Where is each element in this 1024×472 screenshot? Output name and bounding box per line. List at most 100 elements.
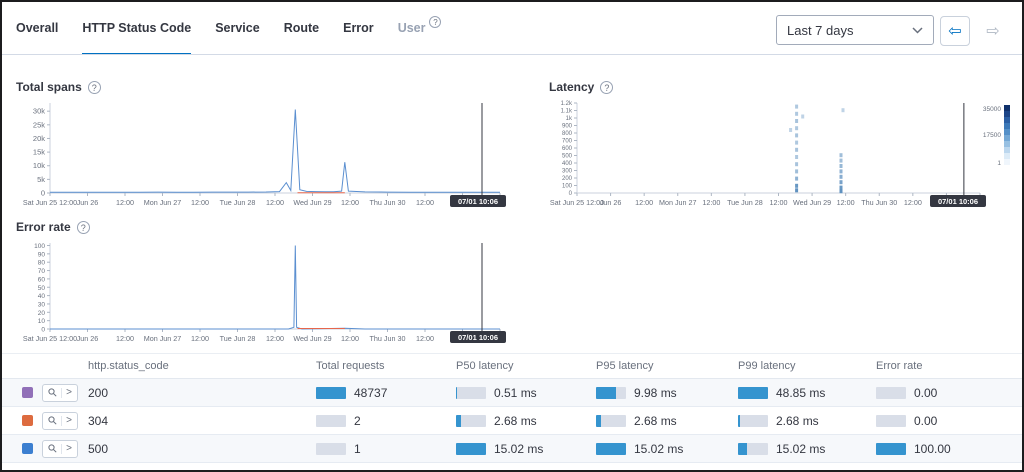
metric-bar-track (876, 414, 906, 427)
svg-text:700: 700 (562, 139, 573, 145)
svg-text:12:00: 12:00 (341, 198, 359, 207)
svg-text:Thu Jun 30: Thu Jun 30 (861, 198, 897, 207)
svg-text:600: 600 (562, 146, 573, 152)
tab-http-status-code[interactable]: HTTP Status Code (82, 2, 192, 55)
svg-text:500: 500 (562, 154, 573, 160)
svg-text:800: 800 (562, 131, 573, 137)
chart-title-row: Error rate? (16, 220, 512, 234)
tab-user[interactable]: User? (398, 2, 442, 55)
svg-text:20k: 20k (33, 134, 45, 143)
magnifier-icon (48, 388, 57, 397)
chart-title: Latency (549, 80, 595, 94)
svg-text:60: 60 (38, 276, 46, 283)
help-icon[interactable]: ? (87, 80, 101, 94)
column-header[interactable]: Error rate (876, 360, 923, 372)
metric-bar-track (596, 386, 626, 399)
arrow-left-icon: ⇦ (948, 23, 962, 40)
filter-button[interactable]: > (42, 383, 78, 402)
column-header[interactable]: P95 latency (596, 360, 654, 372)
column-header[interactable]: Total requests (316, 360, 385, 372)
time-range-value: Last 7 days (787, 22, 854, 38)
chart-title: Total spans (16, 80, 82, 94)
tab-label: Overall (16, 20, 59, 35)
filter-button[interactable]: > (42, 411, 78, 430)
chart-latency: Latency? 1.2k 1.1k 1k 900 800 700 600 500 400 300 2… (549, 80, 1014, 215)
column-header[interactable]: P99 latency (738, 360, 796, 372)
metric-value: 48.85 ms (776, 385, 826, 400)
status-code-cell: 500 (88, 441, 109, 456)
swatch-cell (14, 415, 42, 426)
column-header[interactable]: http.status_code (88, 360, 169, 372)
svg-text:Thu Jun 30: Thu Jun 30 (370, 198, 406, 207)
svg-text:Mon Jun 27: Mon Jun 27 (659, 198, 697, 207)
time-forward-button[interactable]: ⇨ (978, 16, 1008, 46)
tab-label: Service (215, 20, 260, 35)
svg-text:25k: 25k (33, 120, 45, 129)
metric-value: 2.68 ms (634, 413, 677, 428)
svg-text:0: 0 (41, 189, 45, 198)
help-icon[interactable]: ? (600, 80, 614, 94)
chevron-down-icon (912, 26, 923, 34)
svg-text:Tue Jun 28: Tue Jun 28 (220, 198, 256, 207)
help-icon[interactable]: ? (76, 220, 90, 234)
magnifier-icon (48, 444, 57, 453)
metric-cell-error_rate: 0.00 (876, 414, 1022, 428)
svg-text:Jun 26: Jun 26 (600, 198, 622, 207)
svg-text:12:00: 12:00 (266, 198, 284, 207)
metric-bar-track (876, 386, 906, 399)
metric-value: 48737 (354, 385, 388, 400)
metric-cell-total_requests: 2 (316, 414, 456, 428)
time-back-button[interactable]: ⇦ (940, 16, 970, 46)
svg-text:0: 0 (569, 191, 573, 197)
svg-text:12:00: 12:00 (635, 198, 653, 207)
svg-text:12:00: 12:00 (904, 198, 922, 207)
metric-cell-p50: 2.68 ms (456, 414, 596, 428)
tab-error[interactable]: Error (343, 2, 374, 55)
svg-text:1.1k: 1.1k (561, 109, 573, 115)
magnifier-icon (48, 416, 57, 425)
svg-text:300: 300 (562, 169, 573, 175)
metric-cell-p95: 2.68 ms (596, 414, 738, 428)
metric-bar-fill (738, 442, 747, 455)
metric-cell-p50: 15.02 ms (456, 442, 596, 456)
tab-overall[interactable]: Overall (16, 2, 58, 55)
metric-value: 0.00 (914, 385, 938, 400)
series-color-swatch (22, 443, 33, 454)
column-header[interactable]: P50 latency (456, 360, 514, 372)
metric-bar-track (316, 414, 346, 427)
series-200 (49, 109, 500, 193)
metric-cell-p95: 15.02 ms (596, 442, 738, 456)
svg-text:12:00: 12:00 (702, 198, 720, 207)
metric-bar-track (456, 414, 486, 427)
metric-bar-fill (456, 386, 457, 399)
metric-value: 0.00 (914, 413, 938, 428)
metric-cell-p99: 15.02 ms (738, 442, 876, 456)
tab-route[interactable]: Route (284, 2, 319, 55)
svg-text:Tue Jun 28: Tue Jun 28 (727, 198, 763, 207)
svg-text:10: 10 (38, 318, 46, 325)
series-color-swatch (22, 387, 33, 398)
table-header: http.status_code Total requests P50 latenc… (2, 353, 1022, 379)
tab-service[interactable]: Service (215, 2, 259, 55)
filter-separator (61, 387, 63, 398)
help-icon[interactable]: ? (429, 15, 442, 28)
svg-text:100: 100 (34, 243, 45, 250)
metric-cell-p95: 9.98 ms (596, 386, 738, 400)
metric-cell-p50: 0.51 ms (456, 386, 596, 400)
svg-text:Wed Jun 29: Wed Jun 29 (293, 198, 331, 207)
time-range-picker[interactable]: Last 7 days (776, 15, 934, 45)
time-nav-buttons: ⇦ ⇨ (940, 16, 1008, 46)
table-row: >304 2 2.68 ms 2.68 ms 2.68 ms 0.00 (2, 407, 1022, 435)
svg-text:Thu Jun 30: Thu Jun 30 (370, 334, 406, 343)
svg-text:100: 100 (562, 184, 573, 190)
chart-title: Error rate (16, 220, 71, 234)
svg-text:90: 90 (38, 251, 46, 258)
svg-text:1.2k: 1.2k (561, 101, 573, 107)
svg-text:07/01 10:06: 07/01 10:06 (938, 197, 978, 206)
swatch-cell (14, 387, 42, 398)
filter-button[interactable]: > (42, 439, 78, 458)
